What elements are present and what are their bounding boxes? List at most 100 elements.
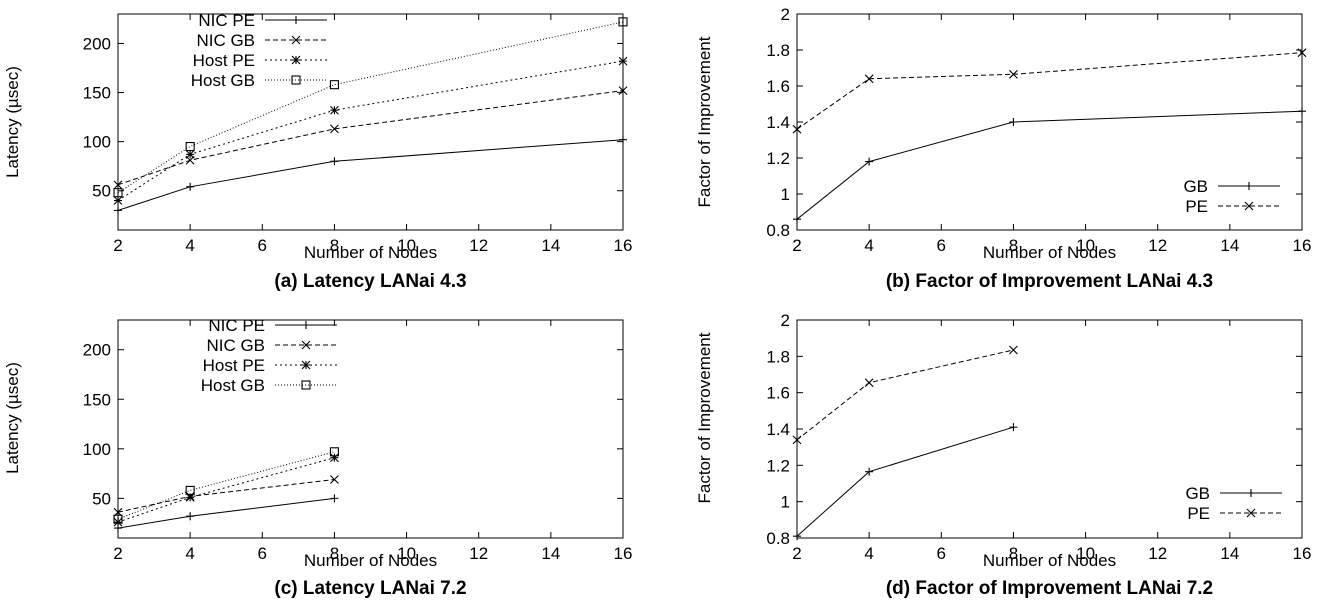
legend-label: NIC GB <box>196 31 255 50</box>
series-line <box>796 52 1303 130</box>
data-point <box>186 182 195 191</box>
data-point <box>329 447 339 457</box>
y-axis-label: Factor of Improvement <box>695 332 714 503</box>
y-tick-label: 1.4 <box>766 113 790 132</box>
y-tick-label: 100 <box>83 440 111 459</box>
series-line <box>796 426 1014 537</box>
legend-marker <box>302 321 310 329</box>
data-point <box>1009 69 1018 79</box>
y-tick-label: 1 <box>781 493 790 512</box>
x-tick-label: 16 <box>1293 544 1312 563</box>
x-tick-label: 8 <box>330 236 339 255</box>
y-tick-label: 2 <box>781 5 790 24</box>
plot-frame <box>796 13 1303 231</box>
y-tick-label: 50 <box>92 489 111 508</box>
legend-label: Host GB <box>201 376 265 395</box>
y-tick-label: 50 <box>92 182 111 201</box>
data-point <box>330 157 339 166</box>
x-tick-label: 12 <box>469 544 488 563</box>
legend-label: PE <box>1187 504 1210 523</box>
y-axis-label: Latency (µsec) <box>3 362 22 474</box>
data-point <box>864 74 874 84</box>
data-point <box>329 80 339 90</box>
x-tick-label: 4 <box>185 544 194 563</box>
data-point <box>618 56 628 66</box>
data-point <box>1009 118 1018 126</box>
data-point <box>1298 107 1306 116</box>
legend-label: NIC PE <box>198 11 255 30</box>
y-axis-label: Latency (µsec) <box>3 66 22 178</box>
x-tick-label: 16 <box>614 236 633 255</box>
x-axis-label: Number of Nodes <box>304 551 437 570</box>
x-tick-label: 10 <box>397 236 416 255</box>
data-point <box>1009 423 1018 432</box>
x-tick-label: 10 <box>397 544 416 563</box>
x-tick-label: 12 <box>1148 544 1167 563</box>
y-tick-label: 1.8 <box>766 41 790 60</box>
series-line <box>117 479 335 513</box>
x-tick-label: 14 <box>541 544 560 563</box>
y-tick-label: 0.8 <box>766 221 790 240</box>
legend-marker <box>1245 182 1253 190</box>
data-point <box>330 475 339 484</box>
data-point <box>619 135 627 144</box>
x-tick-label: 6 <box>258 544 267 563</box>
x-tick-label: 2 <box>113 236 122 255</box>
legend-marker <box>291 75 301 85</box>
x-tick-label: 2 <box>792 236 801 255</box>
x-tick-label: 2 <box>792 544 801 563</box>
data-point <box>330 453 339 463</box>
series-line <box>117 21 624 194</box>
y-tick-label: 150 <box>83 84 111 103</box>
legend-marker <box>301 380 311 390</box>
data-point <box>793 532 801 541</box>
series-line <box>796 110 1303 220</box>
y-tick-label: 200 <box>83 34 111 53</box>
x-tick-label: 8 <box>330 544 339 563</box>
plot-frame <box>117 319 624 539</box>
data-point <box>113 517 123 527</box>
chart-caption: (d) Factor of Improvement LANai 7.2 <box>886 578 1213 599</box>
legend-label: GB <box>1185 484 1210 503</box>
data-point <box>330 494 339 503</box>
data-point <box>113 180 123 190</box>
data-point <box>330 105 339 115</box>
legend-marker <box>292 16 300 24</box>
data-point <box>618 86 628 95</box>
legend-marker <box>1244 201 1254 211</box>
data-point <box>793 215 801 224</box>
y-tick-label: 200 <box>83 341 111 360</box>
data-point <box>113 188 123 198</box>
legend-label: PE <box>1185 197 1208 216</box>
legend-label: Host PE <box>193 51 255 70</box>
legend-label: GB <box>1183 177 1208 196</box>
y-tick-label: 1 <box>781 185 790 204</box>
series-line <box>117 90 624 186</box>
series-line <box>117 451 335 520</box>
data-point <box>865 157 874 166</box>
series-line <box>117 139 624 211</box>
y-tick-label: 100 <box>83 133 111 152</box>
data-point <box>185 150 195 159</box>
x-tick-label: 14 <box>1220 544 1239 563</box>
chart-caption: (b) Factor of Improvement LANai 4.3 <box>886 271 1213 292</box>
data-point <box>113 196 123 205</box>
y-tick-label: 1.2 <box>766 149 790 168</box>
data-point <box>618 17 628 27</box>
chart-caption: (c) Latency LANai 7.2 <box>274 578 466 599</box>
plot-frame <box>117 13 624 231</box>
legend-label: Host GB <box>191 71 255 90</box>
y-tick-label: 1.4 <box>766 420 790 439</box>
x-tick-label: 8 <box>1009 236 1018 255</box>
x-tick-label: 2 <box>113 544 122 563</box>
legend-marker <box>1247 489 1255 497</box>
data-point <box>185 485 195 495</box>
x-tick-label: 4 <box>185 236 194 255</box>
x-tick-label: 6 <box>937 236 946 255</box>
data-point <box>185 141 195 152</box>
data-point <box>792 124 802 134</box>
chart-caption: (a) Latency LANai 4.3 <box>274 271 466 292</box>
series-line <box>796 349 1014 441</box>
data-point <box>185 492 195 502</box>
y-tick-label: 1.8 <box>766 347 790 366</box>
